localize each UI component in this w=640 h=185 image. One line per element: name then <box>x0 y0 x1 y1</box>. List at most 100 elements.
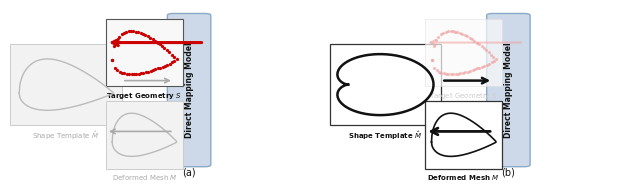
Point <box>138 32 148 35</box>
Text: (a): (a) <box>182 168 196 178</box>
Point <box>116 33 127 36</box>
FancyBboxPatch shape <box>168 14 211 167</box>
Text: Deformed Mesh $M$: Deformed Mesh $M$ <box>111 173 177 182</box>
Point <box>122 30 132 33</box>
Point <box>486 53 496 56</box>
Point <box>164 62 175 65</box>
Point <box>152 41 163 44</box>
Point <box>426 58 436 61</box>
Point <box>447 30 458 33</box>
Point <box>488 60 499 63</box>
Point <box>465 69 475 72</box>
Point <box>431 69 442 72</box>
Point <box>107 58 117 61</box>
Point <box>148 38 158 41</box>
Point <box>119 72 129 75</box>
Point <box>463 70 473 73</box>
Point <box>467 38 477 41</box>
Point <box>446 73 456 76</box>
Point <box>455 72 465 75</box>
Point <box>472 41 482 44</box>
Point <box>122 73 132 75</box>
Point <box>119 31 129 34</box>
Point <box>143 35 153 38</box>
Point <box>107 58 117 61</box>
Point <box>140 33 150 36</box>
Text: (b): (b) <box>502 168 515 178</box>
Point <box>155 43 165 46</box>
Point <box>429 66 439 69</box>
Point <box>124 30 134 33</box>
Point <box>150 39 160 42</box>
Point <box>434 70 444 73</box>
FancyBboxPatch shape <box>106 19 182 86</box>
FancyBboxPatch shape <box>330 44 442 125</box>
Point <box>166 53 177 56</box>
Text: Shape Template $\hat{M}$: Shape Template $\hat{M}$ <box>348 129 422 142</box>
Point <box>429 44 439 47</box>
Point <box>470 68 480 71</box>
Point <box>164 51 174 54</box>
Point <box>479 64 490 67</box>
Point <box>131 73 141 75</box>
Point <box>133 31 143 33</box>
Point <box>452 31 463 33</box>
Text: Direct Mapping Model: Direct Mapping Model <box>184 42 193 138</box>
Point <box>438 31 448 34</box>
Point <box>127 73 137 76</box>
Point <box>477 65 487 68</box>
Point <box>472 67 483 70</box>
Point <box>441 73 451 75</box>
FancyBboxPatch shape <box>426 101 502 169</box>
Point <box>136 31 146 34</box>
Point <box>491 58 501 61</box>
Point <box>155 66 165 69</box>
Point <box>457 32 467 35</box>
Point <box>109 44 120 47</box>
Point <box>126 30 136 33</box>
Point <box>157 45 168 48</box>
Point <box>469 39 479 42</box>
Point <box>477 45 487 48</box>
Point <box>117 71 127 74</box>
Point <box>426 58 436 61</box>
Point <box>148 69 158 72</box>
Text: Shape Template $\hat{M}$: Shape Template $\hat{M}$ <box>33 129 100 142</box>
Point <box>443 30 453 33</box>
Point <box>458 71 468 74</box>
Point <box>138 71 148 74</box>
Text: Target Geometry $S$: Target Geometry $S$ <box>429 91 498 101</box>
Point <box>436 33 446 36</box>
Point <box>438 72 449 75</box>
Point <box>467 69 477 72</box>
Point <box>465 36 475 39</box>
Point <box>159 46 170 49</box>
Point <box>112 38 122 41</box>
Point <box>462 35 472 38</box>
FancyBboxPatch shape <box>10 44 122 125</box>
Point <box>479 46 489 49</box>
Point <box>131 30 141 33</box>
Point <box>112 69 122 72</box>
Point <box>114 35 124 38</box>
Point <box>145 36 156 39</box>
Point <box>433 35 444 38</box>
Point <box>172 58 182 61</box>
Point <box>455 31 465 34</box>
Text: Direct Mapping Model: Direct Mapping Model <box>504 42 513 138</box>
Point <box>448 73 458 76</box>
Point <box>136 72 147 75</box>
Point <box>488 55 499 58</box>
Point <box>440 30 451 33</box>
Point <box>115 70 125 73</box>
Point <box>150 68 161 71</box>
FancyBboxPatch shape <box>426 19 502 86</box>
Point <box>129 73 139 76</box>
Point <box>169 55 179 58</box>
Point <box>452 72 463 75</box>
FancyBboxPatch shape <box>486 14 530 167</box>
Point <box>124 73 134 76</box>
Point <box>153 67 163 70</box>
Point <box>109 66 120 69</box>
Point <box>460 71 470 74</box>
